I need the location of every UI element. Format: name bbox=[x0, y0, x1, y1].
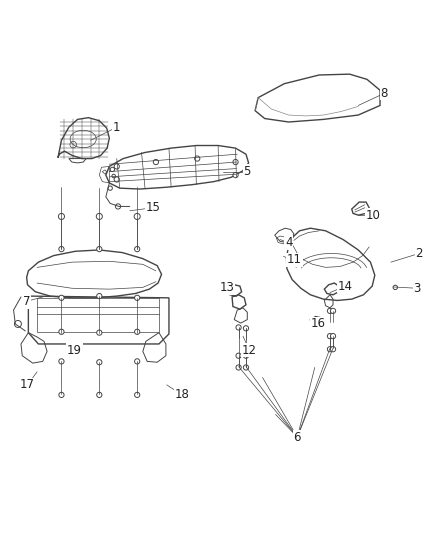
Circle shape bbox=[97, 392, 102, 398]
Text: 2: 2 bbox=[416, 247, 423, 260]
Circle shape bbox=[97, 246, 102, 252]
Circle shape bbox=[194, 156, 200, 161]
Text: 19: 19 bbox=[67, 344, 82, 357]
Text: 17: 17 bbox=[20, 378, 35, 391]
Circle shape bbox=[244, 365, 249, 370]
Text: 13: 13 bbox=[219, 281, 234, 294]
Circle shape bbox=[59, 359, 64, 364]
Circle shape bbox=[393, 285, 397, 289]
Text: 3: 3 bbox=[413, 282, 421, 295]
Circle shape bbox=[59, 392, 64, 398]
Circle shape bbox=[134, 392, 140, 398]
Circle shape bbox=[330, 308, 336, 313]
Text: 14: 14 bbox=[338, 280, 353, 293]
Circle shape bbox=[134, 295, 140, 301]
Circle shape bbox=[327, 308, 332, 313]
Circle shape bbox=[14, 320, 21, 327]
Circle shape bbox=[114, 164, 119, 169]
Text: 16: 16 bbox=[311, 318, 326, 330]
Circle shape bbox=[110, 167, 115, 172]
Circle shape bbox=[97, 294, 102, 298]
Circle shape bbox=[236, 325, 241, 330]
Circle shape bbox=[236, 353, 241, 358]
Circle shape bbox=[59, 246, 64, 252]
Circle shape bbox=[134, 329, 140, 334]
Text: 15: 15 bbox=[145, 201, 160, 214]
Circle shape bbox=[112, 174, 116, 177]
Circle shape bbox=[59, 295, 64, 301]
Circle shape bbox=[134, 213, 140, 220]
Circle shape bbox=[97, 360, 102, 365]
Circle shape bbox=[108, 186, 113, 190]
Text: 10: 10 bbox=[366, 208, 381, 222]
Circle shape bbox=[330, 334, 336, 339]
Text: 8: 8 bbox=[381, 87, 388, 100]
Circle shape bbox=[58, 213, 64, 220]
Circle shape bbox=[134, 359, 140, 364]
Circle shape bbox=[233, 159, 238, 165]
Text: 7: 7 bbox=[23, 295, 30, 308]
Circle shape bbox=[153, 159, 159, 165]
Circle shape bbox=[327, 334, 332, 339]
Circle shape bbox=[114, 177, 119, 182]
Text: 18: 18 bbox=[175, 389, 190, 401]
Text: 1: 1 bbox=[113, 121, 120, 134]
Circle shape bbox=[116, 204, 120, 209]
Circle shape bbox=[330, 346, 336, 352]
Circle shape bbox=[96, 213, 102, 220]
Circle shape bbox=[236, 365, 241, 370]
Text: 4: 4 bbox=[285, 236, 293, 249]
Text: 6: 6 bbox=[293, 431, 301, 443]
Text: 12: 12 bbox=[242, 344, 257, 357]
Circle shape bbox=[97, 330, 102, 335]
Text: 11: 11 bbox=[287, 254, 302, 266]
Circle shape bbox=[233, 173, 238, 177]
Circle shape bbox=[244, 326, 249, 331]
Circle shape bbox=[59, 329, 64, 334]
Circle shape bbox=[327, 346, 332, 352]
Circle shape bbox=[134, 246, 140, 252]
Circle shape bbox=[244, 353, 249, 358]
Text: 5: 5 bbox=[244, 165, 251, 178]
